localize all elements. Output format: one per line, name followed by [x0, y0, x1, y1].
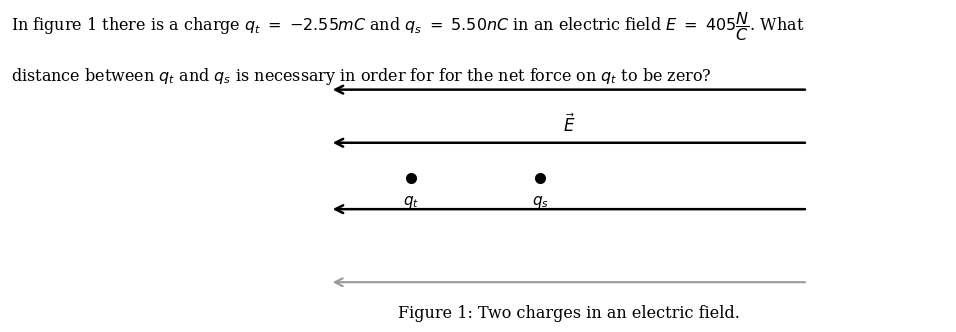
Text: $q_s$: $q_s$ [532, 194, 549, 210]
Text: Figure 1: Two charges in an electric field.: Figure 1: Two charges in an electric fie… [398, 305, 740, 322]
Text: In figure 1 there is a charge $q_t$ $=$ $-2.55mC$ and $q_s$ $=$ $5.50nC$ in an e: In figure 1 there is a charge $q_t$ $=$ … [11, 10, 805, 43]
Text: $\vec{E}$: $\vec{E}$ [562, 113, 576, 136]
Text: $q_t$: $q_t$ [403, 194, 419, 210]
Text: distance between $q_t$ and $q_s$ is necessary in order for for the net force on : distance between $q_t$ and $q_s$ is nece… [11, 66, 712, 87]
